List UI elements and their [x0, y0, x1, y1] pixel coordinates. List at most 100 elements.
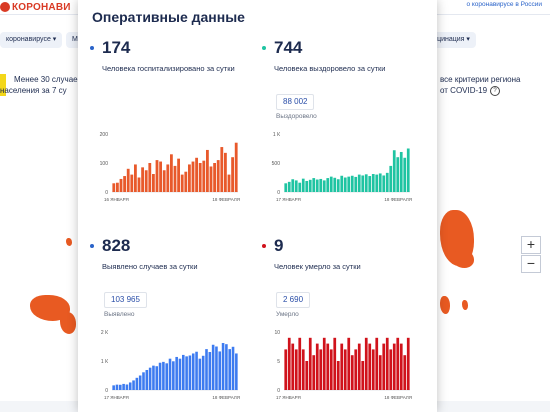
logo-icon	[0, 2, 10, 12]
bar	[198, 358, 202, 390]
x-tick-end: 18 ФЕВРАЛЯ	[212, 197, 240, 202]
y-tick-label: 10	[274, 330, 280, 336]
bar	[162, 170, 166, 192]
bar	[406, 337, 410, 390]
y-tick-label: 500	[272, 161, 281, 167]
top-link[interactable]: о коронавирусе в России	[466, 1, 542, 8]
bar	[158, 362, 162, 390]
bar	[125, 384, 129, 390]
bar	[187, 164, 191, 192]
bar	[169, 154, 173, 192]
nav-pill-coronavirus[interactable]: коронавирусе ▾	[0, 32, 63, 48]
bar	[329, 349, 333, 390]
bar	[308, 179, 312, 192]
bar	[361, 361, 365, 390]
bar	[343, 177, 347, 192]
card-deaths: 9 Человек умерло за сутки 2 690 Умерло 1…	[262, 236, 422, 406]
cases-total: 103 965	[104, 292, 147, 308]
bar	[336, 361, 340, 390]
bar	[235, 353, 238, 390]
bar	[396, 157, 400, 192]
bar	[396, 337, 400, 390]
bar	[322, 337, 326, 390]
y-tick-label: 2 К	[101, 330, 108, 336]
bar	[364, 174, 368, 192]
map-region[interactable]	[440, 296, 450, 314]
bar	[137, 177, 141, 192]
zoom-in-button[interactable]: +	[521, 236, 541, 254]
bar	[180, 174, 184, 192]
bar	[201, 355, 205, 390]
map-region[interactable]	[60, 312, 76, 334]
bar	[151, 174, 155, 192]
x-tick-start: 17 ЯНВАРЯ	[104, 395, 129, 400]
bar	[184, 171, 188, 192]
bar	[329, 176, 333, 192]
bar	[403, 355, 407, 390]
bar	[141, 167, 145, 192]
bar	[115, 384, 119, 390]
bar	[350, 175, 354, 192]
cases-chart: 2 К 1 К 017 ЯНВАРЯ 18 ФЕВРАЛЯ	[101, 330, 240, 400]
cases-value: 828	[102, 236, 131, 255]
y-tick-label: 100	[100, 161, 109, 167]
bar	[168, 358, 172, 390]
recovered-total-caption: Выздоровело	[276, 113, 317, 120]
notice-left-line2: населения за 7 су	[0, 86, 67, 95]
bar	[173, 165, 177, 192]
bar	[333, 337, 337, 390]
bar	[178, 358, 182, 390]
bar	[162, 361, 165, 390]
bar	[354, 349, 358, 390]
bar	[155, 366, 159, 390]
recovered-total: 88 002	[276, 94, 315, 110]
hospitalized-value: 174	[102, 38, 131, 57]
bar	[294, 349, 298, 390]
notice-right-line1: все критерии региона	[440, 75, 521, 84]
card-hospitalized: 174 Человека госпитализировано за сутки …	[90, 38, 250, 208]
bar	[399, 151, 403, 192]
bar	[403, 157, 407, 192]
operational-data-panel: Оперативные данные 174 Человека госпитал…	[78, 0, 437, 412]
bar	[382, 175, 386, 192]
map-region[interactable]	[452, 250, 474, 268]
y-tick-label: 0	[105, 190, 108, 196]
bar	[354, 176, 358, 192]
map-region[interactable]	[462, 300, 468, 310]
x-tick-start: 16 ЯНВАРЯ	[104, 197, 129, 202]
deaths-value: 9	[274, 236, 284, 255]
bar	[205, 349, 208, 390]
bar	[364, 337, 368, 390]
panel-title: Оперативные данные	[92, 9, 245, 25]
bar	[215, 346, 218, 390]
bar	[392, 343, 396, 390]
cases-label: Выявлено случаев за сутки	[102, 262, 198, 271]
nav-pill-vaccination[interactable]: кцинация ▾	[428, 32, 476, 48]
bar	[112, 385, 115, 390]
y-tick-label: 1 К	[101, 359, 108, 365]
bar	[231, 157, 235, 192]
info-icon[interactable]: ?	[490, 86, 500, 96]
x-tick-end: 18 ФЕВРАЛЯ	[212, 395, 240, 400]
bar	[336, 179, 340, 192]
notice-left-line1: Менее 30 случаев	[14, 75, 82, 84]
bar	[188, 355, 192, 390]
bar	[340, 175, 344, 192]
site-logo[interactable]: КОРОНАВИ	[0, 0, 71, 14]
map-region[interactable]	[66, 238, 72, 246]
y-tick-label: 0	[105, 388, 108, 394]
zoom-out-button[interactable]: −	[521, 255, 541, 273]
bar	[389, 349, 393, 390]
bar	[191, 161, 195, 192]
bar	[148, 163, 152, 192]
bar	[112, 183, 116, 192]
bar	[138, 375, 142, 390]
bar	[382, 343, 386, 390]
hospitalized-label: Человека госпитализировано за сутки	[102, 64, 235, 73]
notice-right-line2: от COVID-19	[440, 86, 488, 95]
bar	[312, 178, 316, 192]
bar	[152, 365, 155, 390]
bar	[145, 369, 149, 390]
recovered-label: Человека выздоровело за сутки	[274, 64, 386, 73]
y-tick-label: 0	[277, 388, 280, 394]
